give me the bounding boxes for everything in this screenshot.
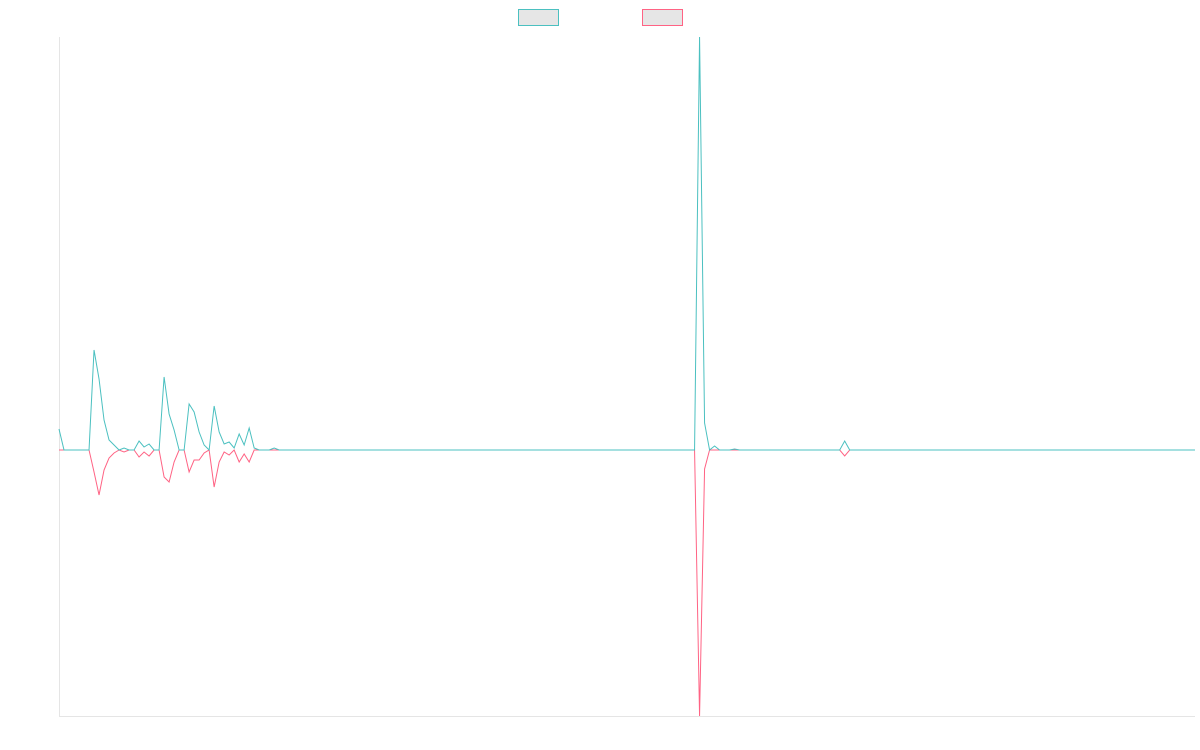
legend-swatch [518,9,559,26]
series-line [59,449,1195,717]
legend-swatch [642,9,683,26]
series-line [58,36,1195,452]
